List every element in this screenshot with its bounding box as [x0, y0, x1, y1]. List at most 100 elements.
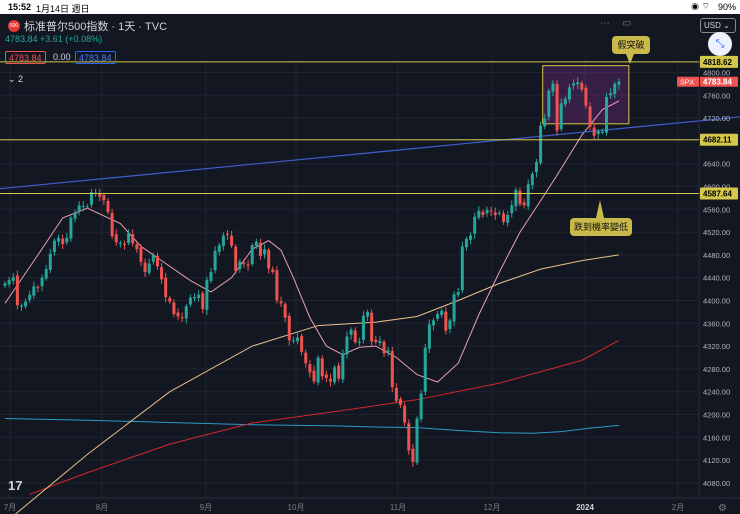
candle-body: [382, 341, 386, 354]
x-tick-label: 2月: [672, 503, 684, 512]
candle-body: [592, 127, 596, 136]
candle-body: [230, 235, 234, 246]
candle-body: [65, 237, 69, 243]
last-price-tag: [700, 76, 738, 87]
x-tick-label: 10月: [288, 503, 305, 512]
gear-icon[interactable]: ⚙: [718, 503, 727, 514]
candle-body: [81, 205, 85, 207]
collapse-arrows-icon[interactable]: ⤡: [708, 32, 732, 56]
symbol-header[interactable]: 500 标准普尔500指数 · 1天 · TVC: [8, 18, 167, 34]
candle-body: [11, 277, 15, 281]
currency-select[interactable]: USD ⌄: [700, 18, 736, 33]
candle-body: [526, 184, 530, 207]
candle-body: [555, 84, 559, 131]
price-levels[interactable]: [0, 61, 700, 195]
status-time: 15:52: [8, 2, 32, 12]
symbol-title[interactable]: 标准普尔500指数 · 1天 · TVC: [24, 21, 168, 33]
candle-body: [28, 294, 32, 300]
candle-body: [188, 297, 192, 305]
candle-body: [234, 246, 238, 271]
candle-body: [514, 189, 518, 207]
candle-body: [221, 235, 225, 247]
candle-body: [448, 320, 452, 329]
candle-body: [135, 244, 139, 250]
candle-body: [477, 211, 481, 218]
candle-body: [333, 367, 337, 383]
sell-price[interactable]: 4783.84: [5, 51, 46, 64]
status-bar: 15:52 1月14日 週日 ◉ ⌔ 90%: [0, 0, 740, 14]
candle-body: [349, 329, 353, 335]
grid: [0, 60, 698, 498]
candle-body: [436, 314, 440, 319]
candle-body: [291, 340, 295, 342]
candle-body: [127, 233, 131, 243]
candle-body: [238, 261, 242, 270]
y-tick-label: 4440.00: [703, 274, 730, 283]
candle-body: [411, 448, 415, 462]
indicator-toggle[interactable]: ⌄ 2: [8, 74, 23, 85]
candle-body: [469, 235, 473, 240]
candle-body: [341, 353, 345, 380]
candle-body: [19, 305, 23, 307]
candle-body: [576, 82, 580, 85]
sp500-logo: 500: [8, 20, 20, 32]
toggle-icon[interactable]: ▭: [622, 18, 632, 29]
candle-body: [370, 312, 374, 342]
candle-body: [617, 81, 621, 85]
candle-body: [481, 211, 485, 215]
battery-level: 90%: [717, 2, 736, 12]
candle-body: [304, 352, 308, 364]
candle-body: [588, 106, 592, 127]
candle-body: [572, 83, 576, 86]
candle-body: [493, 212, 497, 215]
candle-body: [24, 301, 28, 307]
candle-body: [440, 310, 444, 316]
candle-body: [271, 269, 275, 272]
candle-body: [374, 339, 378, 343]
candle-body: [308, 364, 312, 373]
candle-body: [567, 87, 571, 100]
candle-body: [613, 83, 617, 94]
candle-body: [584, 87, 588, 106]
candle-body: [258, 242, 262, 257]
false-break-label: 假突破: [617, 39, 644, 50]
candle-body: [423, 347, 427, 392]
candle-body: [386, 350, 390, 352]
candle-body: [139, 247, 143, 262]
candle-body: [300, 335, 304, 352]
candle-body: [40, 277, 44, 287]
candle-body: [547, 90, 551, 117]
price-chart[interactable]: 7月 8月 9月 10月 11月 12月 2024 2月 ⚙ 17 4800.00 4760.00 4…: [0, 14, 740, 514]
candle-body: [61, 238, 65, 245]
level-tag-label: 4587.64: [703, 190, 732, 199]
candle-body: [460, 246, 464, 291]
candle-body: [551, 83, 555, 92]
candle-body: [407, 423, 411, 451]
buy-price[interactable]: 4783.84: [75, 51, 116, 64]
candle-body: [106, 201, 110, 213]
candle-body: [464, 238, 468, 248]
y-tick-label: 4280.00: [703, 365, 730, 374]
candle-body: [48, 253, 52, 271]
candle-body: [32, 286, 36, 296]
candle-body: [399, 399, 403, 405]
y-tick-label: 4400.00: [703, 297, 730, 306]
candle-body: [201, 293, 205, 310]
false-break-pointer: [626, 54, 634, 64]
candle-body: [213, 250, 217, 271]
candle-body: [151, 254, 155, 262]
more-icon[interactable]: ⋯: [600, 18, 610, 29]
candle-body: [353, 330, 357, 343]
level-tag: [700, 55, 738, 68]
candle-body: [250, 245, 254, 265]
indicator-lines: [0, 100, 740, 514]
chevron-down-icon: ⌄: [8, 74, 19, 84]
candle-body: [118, 242, 122, 244]
last-price-label: 4783.84: [703, 78, 732, 87]
candle-body: [36, 287, 40, 289]
candle-body: [254, 241, 258, 247]
candle-body: [415, 418, 419, 463]
candle-body: [357, 341, 361, 343]
candle-body: [390, 350, 394, 388]
